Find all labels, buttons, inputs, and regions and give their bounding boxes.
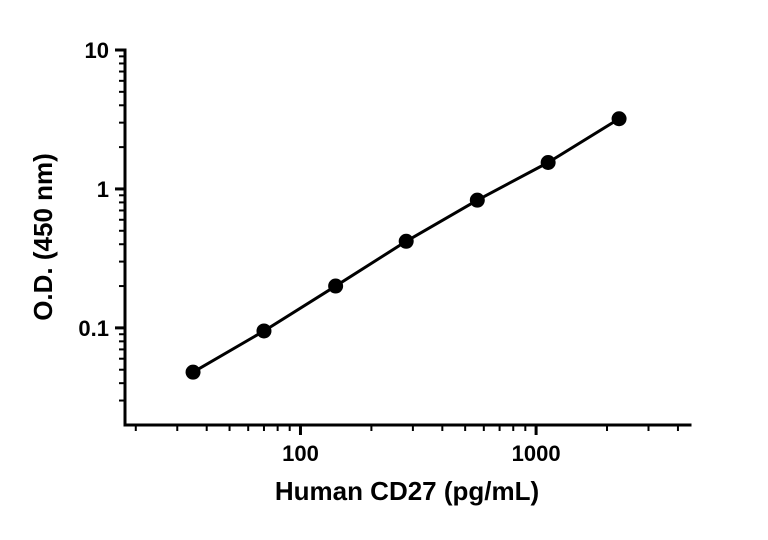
x-tick-label: 1000 <box>512 441 561 466</box>
data-point <box>185 364 201 380</box>
data-point <box>611 111 627 127</box>
data-point <box>540 154 556 170</box>
y-axis-title: O.D. (450 nm) <box>28 153 58 321</box>
y-tick-label: 10 <box>85 38 109 63</box>
data-point <box>328 278 344 294</box>
x-tick-label: 100 <box>282 441 319 466</box>
y-tick-label: 0.1 <box>78 316 109 341</box>
data-point <box>469 192 485 208</box>
y-tick-label: 1 <box>97 177 109 202</box>
data-point <box>398 233 414 249</box>
data-point <box>256 323 272 339</box>
plot-area: 100 1000 0.1 1 10 <box>78 38 692 466</box>
x-axis-title: Human CD27 (pg/mL) <box>275 476 539 506</box>
